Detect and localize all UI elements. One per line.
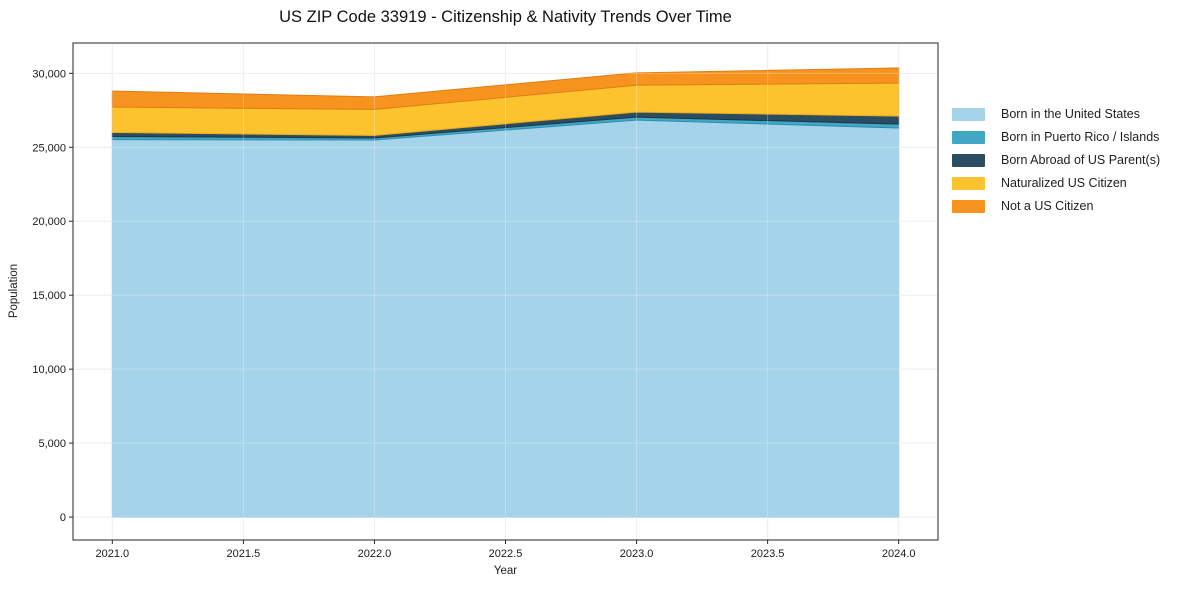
legend-label: Born in the United States [1001,107,1140,121]
legend-item: Naturalized US Citizen [952,175,1160,192]
legend-swatch-icon [952,154,985,167]
chart-title: US ZIP Code 33919 - Citizenship & Nativi… [279,8,732,26]
legend-label: Born Abroad of US Parent(s) [1001,153,1161,167]
y-tick-label: 20,000 [32,216,66,228]
y-tick-label: 10,000 [32,364,66,376]
legend-swatch-icon [952,200,985,213]
x-tick-label: 2022.5 [489,548,523,560]
areas-layer [111,67,900,518]
legend-swatch-icon [952,177,985,190]
legend-item: Born in Puerto Rico / Islands [952,129,1160,146]
area-series [111,67,900,110]
y-tick-label: 5,000 [38,438,66,450]
y-tick-label: 25,000 [32,142,66,154]
y-tick-label: 30,000 [32,68,66,80]
y-tick-label: 0 [60,512,66,524]
x-tick-label: 2024.0 [882,548,916,560]
x-tick-label: 2021.5 [227,548,261,560]
legend-swatch-icon [952,131,985,144]
x-tick-label: 2023.0 [620,548,654,560]
y-tick-label: 15,000 [32,290,66,302]
axis-layer: 2021.0 2021.5 2022.0 2022.5 2023.0 2023.5 2024… [32,42,939,560]
legend: Born in the United States Born in Puerto… [952,106,1160,215]
grid-overlay-layer [73,43,938,540]
x-axis-label: Year [493,565,518,577]
legend-label: Naturalized US Citizen [1001,176,1127,190]
x-tick-label: 2021.0 [95,548,129,560]
legend-item: Born in the United States [952,106,1160,123]
legend-label: Not a US Citizen [1001,199,1094,213]
legend-swatch-icon [952,108,985,121]
legend-item: Born Abroad of US Parent(s) [952,152,1160,169]
x-tick-label: 2023.5 [751,548,785,560]
y-axis-label: Population [8,263,20,319]
x-tick-label: 2022.0 [358,548,392,560]
legend-item: Not a US Citizen [952,198,1160,215]
legend-label: Born in Puerto Rico / Islands [1001,130,1160,144]
